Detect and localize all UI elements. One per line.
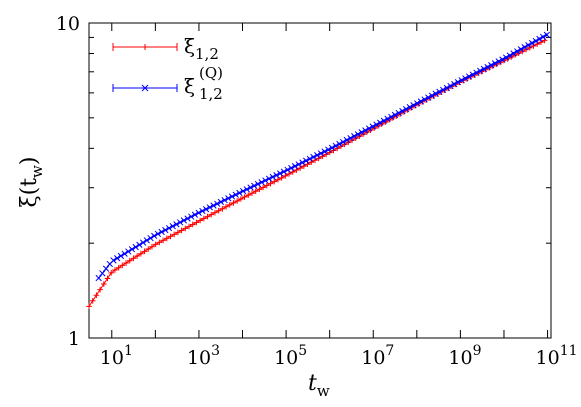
x-tick-label: 107 (361, 343, 394, 369)
tick-labels: 101 103 105 107 109 1011 1 10 (56, 13, 578, 369)
legend-entry-series-0: ξ1,2 (112, 34, 219, 63)
legend-marker-series-1 (141, 84, 149, 92)
series-0-line (88, 39, 545, 307)
x-tick-label: 103 (187, 343, 220, 369)
ticks (89, 23, 551, 338)
series-layer (86, 31, 551, 310)
series-1 (95, 31, 551, 282)
legend-label-series-0: ξ1,2 (184, 34, 219, 63)
x-tick-label: 109 (448, 343, 481, 369)
legend-label-series-1: ξ(Q) 1,2 (184, 64, 223, 103)
x-tick-label: 1011 (536, 343, 578, 369)
x-tick-label: 101 (100, 343, 133, 369)
series-0 (86, 37, 548, 310)
x-axis-label-sub: w (317, 382, 330, 400)
series-1-line (98, 34, 548, 279)
y-tick-label: 10 (56, 13, 80, 35)
x-axis-label: tw (308, 371, 330, 400)
legend-marker-series-0 (142, 44, 148, 50)
legend: ξ1,2 ξ(Q) 1,2 (112, 34, 223, 103)
plot-frame (88, 22, 552, 339)
y-axis-label-sub: w (28, 165, 46, 178)
y-tick-label: 1 (68, 328, 80, 350)
y-axis-label: ξ(tw) (17, 157, 46, 208)
x-tick-label: 105 (274, 343, 307, 369)
legend-entry-series-1: ξ(Q) 1,2 (112, 64, 223, 103)
